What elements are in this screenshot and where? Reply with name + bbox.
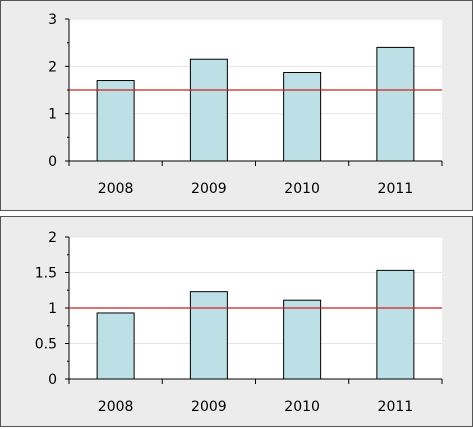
bar-2010 — [283, 299, 322, 380]
bar-2008 — [96, 312, 135, 380]
y-tick-label: 2 — [48, 230, 57, 246]
x-tick-label: 2009 — [191, 399, 227, 415]
bar-2009 — [189, 58, 228, 162]
x-tick-label: 2008 — [98, 181, 134, 197]
x-tick-label: 2008 — [98, 399, 134, 415]
bar-2008 — [96, 80, 135, 162]
bar-2011 — [376, 269, 415, 380]
bar-chart-top: 0 1 2 3 2008 2009 2010 2011 — [48, 12, 443, 197]
y-tick-label: 3 — [48, 12, 57, 28]
x-tick-label: 2011 — [378, 399, 414, 415]
bar-chart-bottom: 0 0.5 1 1.5 2 2008 2009 2010 2011 — [35, 230, 443, 415]
x-tick-label: 2010 — [284, 399, 320, 415]
chart-panel-top: 0 1 2 3 2008 2009 2010 2011 — [0, 0, 473, 211]
bar-2011 — [376, 46, 415, 162]
y-tick-label: 1.5 — [35, 266, 57, 282]
chart-panel-bottom: 0 0.5 1 1.5 2 2008 2009 2010 2011 — [0, 216, 473, 427]
bar-2009 — [189, 291, 228, 380]
y-tick-label: 1 — [48, 301, 57, 317]
y-tick-label: 0 — [48, 372, 57, 388]
x-tick-label: 2010 — [284, 181, 320, 197]
x-tick-label: 2011 — [378, 181, 414, 197]
y-tick-label: 1 — [48, 107, 57, 123]
x-tick-label: 2009 — [191, 181, 227, 197]
bar-2010 — [283, 71, 322, 162]
y-tick-label: 0 — [48, 154, 57, 170]
y-tick-label: 0.5 — [35, 337, 57, 353]
y-tick-label: 2 — [48, 59, 57, 75]
